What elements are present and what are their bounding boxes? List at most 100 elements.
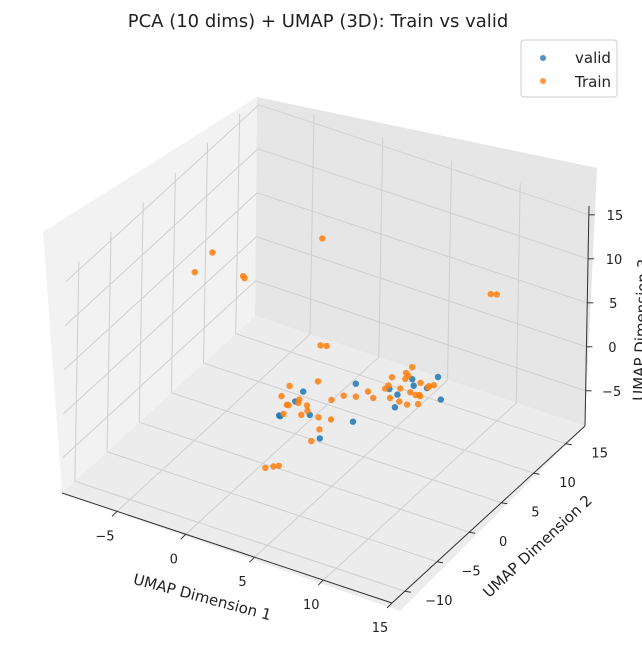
point-train-26: [303, 402, 311, 409]
point-train-8: [430, 382, 438, 389]
x-tick-label-2: 5: [238, 575, 246, 590]
left-pane: [43, 97, 257, 493]
x-grid-back-2: [447, 160, 452, 381]
point-train-7: [403, 401, 411, 408]
x-grid-floor-0: [116, 333, 311, 512]
point-train-19: [414, 400, 422, 408]
point-train-3: [386, 394, 394, 402]
y-grid-left-2: [138, 202, 144, 423]
point-train-27: [280, 410, 287, 418]
z-tick-label-1: 0: [608, 341, 616, 356]
y-tick-label-1: −5: [461, 565, 480, 580]
y-tick-mark-3: [501, 502, 508, 505]
z-grid-left-1: [63, 236, 257, 415]
point-train-2: [417, 379, 424, 386]
point-train-25: [283, 401, 291, 408]
z-tick-label-4: 15: [607, 209, 624, 224]
legend-label-valid: valid: [575, 49, 611, 67]
x-tick-mark-3: [317, 579, 324, 586]
point-valid-1: [410, 382, 417, 389]
y-grid-left-0: [74, 261, 80, 482]
x-grid-floor-2: [254, 379, 448, 558]
point-train-50: [270, 463, 277, 470]
z-grid-back-1: [256, 236, 587, 348]
x-grid-floor-1: [185, 356, 380, 535]
point-train-38: [370, 394, 377, 402]
x-tick-mark-0: [111, 510, 118, 517]
z-tick-label-0: −5: [602, 385, 621, 400]
x-grid-back-0: [309, 114, 315, 335]
z-grid-back-3: [257, 148, 589, 260]
point-train-31: [340, 392, 347, 399]
z-tick-label-3: 10: [606, 253, 623, 268]
y-tick-label-3: 5: [531, 506, 539, 521]
point-train-45: [487, 290, 494, 298]
legend-marker-valid: [540, 55, 546, 61]
legend: valid Train: [520, 39, 618, 98]
point-train-43: [239, 272, 247, 280]
point-valid-15: [437, 396, 444, 403]
floor-pane: [62, 316, 585, 611]
tick-labels: −5 0 5 10 15 −10 −5 0 5 10 15 −5 0 5 10 15: [95, 209, 623, 636]
x-grid-floor-3: [322, 402, 517, 581]
back-pane: [255, 97, 597, 426]
point-train-46: [493, 291, 500, 298]
x-tick-label-1: 0: [170, 552, 178, 567]
point-train-6: [402, 375, 409, 382]
y-tick-label-4: 10: [559, 476, 576, 491]
point-valid-10: [352, 380, 359, 387]
legend-label-train: Train: [574, 73, 611, 91]
y-tick-mark-2: [469, 531, 476, 534]
point-valid-0: [394, 391, 401, 398]
point-train-10: [396, 398, 403, 405]
z-grid-left-3: [64, 148, 259, 327]
point-train-40: [209, 249, 216, 256]
x-tick-label-4: 15: [372, 621, 389, 636]
y-grid-floor-2: [139, 421, 470, 533]
point-train-29: [278, 392, 285, 400]
y-tick-label-0: −10: [425, 594, 452, 609]
x-grid-back-3: [515, 183, 521, 404]
point-train-33: [364, 388, 372, 395]
point-train-37: [327, 416, 335, 423]
y-grid-floor-0: [74, 480, 406, 592]
y-grid-left-3: [170, 172, 176, 393]
z-grid-back-2: [257, 192, 588, 304]
x-tick-mark-4: [386, 602, 393, 609]
y-grid-floor-1: [106, 451, 438, 563]
point-train-35: [316, 426, 323, 433]
point-train-34: [315, 414, 322, 421]
point-train-41: [191, 269, 198, 276]
point-valid-12: [316, 435, 323, 442]
y-grid-left-1: [106, 231, 112, 452]
point-train-47: [317, 342, 324, 349]
point-train-9: [388, 374, 396, 381]
point-valid-11: [349, 418, 357, 425]
x-tick-mark-1: [180, 533, 187, 540]
point-train-22: [295, 399, 302, 406]
point-train-44: [319, 235, 326, 242]
y-grid-left-4: [203, 143, 209, 364]
y-grid-floor-3: [171, 392, 502, 504]
y-tick-mark-5: [565, 443, 572, 446]
axes: [61, 205, 595, 609]
z-axis-label: UMAP Dimension 3: [630, 259, 642, 402]
x-tick-label-3: 10: [303, 598, 320, 613]
y-tick-mark-4: [533, 472, 540, 475]
x-tick-label-0: −5: [95, 529, 114, 544]
y-axis-line: [391, 425, 586, 604]
point-valid-4: [434, 373, 442, 381]
point-valid-3: [391, 404, 399, 411]
x-tick-mark-2: [249, 556, 255, 563]
y-tick-label-2: 0: [499, 535, 507, 550]
point-train-16: [382, 385, 389, 392]
point-train-1: [407, 389, 414, 396]
z-axis-line: [584, 205, 590, 427]
point-train-39: [314, 378, 322, 385]
z-grid-left-2: [63, 192, 258, 371]
point-valid-13: [300, 388, 307, 395]
point-train-28: [298, 411, 305, 418]
point-train-24: [304, 407, 311, 415]
legend-marker-train: [540, 78, 546, 84]
